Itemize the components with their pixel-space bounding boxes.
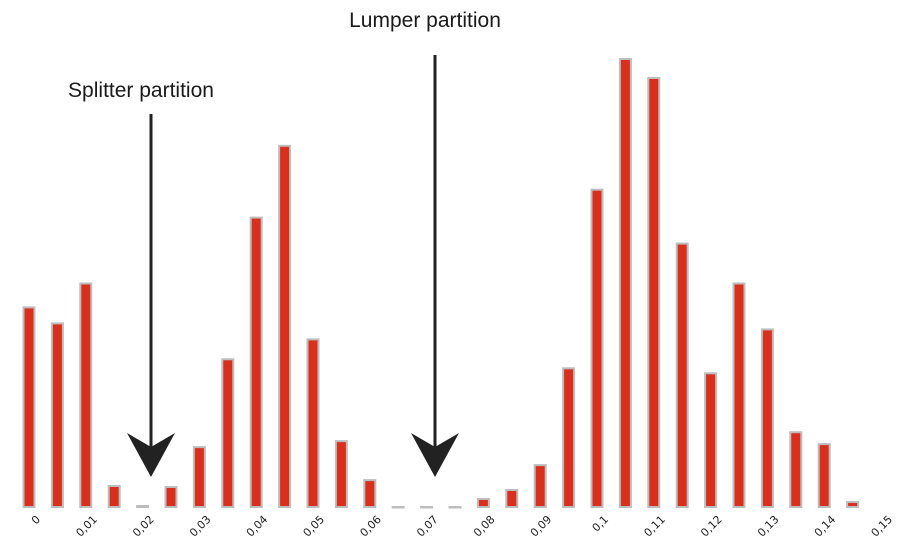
bar-23: [675, 242, 689, 508]
bar-6: [192, 446, 206, 509]
lumper-annotation: Lumper partition: [349, 9, 501, 477]
lumper-arrow-head: [411, 433, 459, 477]
bar-1: [50, 322, 64, 508]
x-tick-label-6: 0,06: [357, 513, 384, 540]
x-tick-label-2: 0,02: [130, 513, 157, 540]
x-tick-label-4: 0,04: [244, 513, 271, 540]
x-tick-label-12: 0,12: [698, 513, 725, 540]
bar-4: [136, 505, 150, 508]
bar-10: [306, 338, 320, 508]
bar-19: [562, 367, 576, 508]
x-tick-label-8: 0,08: [471, 513, 498, 540]
x-tick-label-9: 0,09: [528, 513, 555, 540]
x-tick-label-0: 0: [29, 513, 43, 527]
lumper-partition-label: Lumper partition: [349, 9, 501, 32]
bar-20: [590, 188, 604, 508]
x-tick-label-15: 0,15: [869, 513, 896, 540]
splitter-annotation: Splitter partition: [68, 79, 214, 477]
x-tick-label-3: 0,03: [187, 513, 214, 540]
bar-17: [505, 489, 519, 508]
x-tick-label-11: 0,11: [641, 513, 668, 540]
bar-8: [249, 216, 263, 508]
bar-3: [107, 485, 121, 508]
bar-28: [817, 443, 831, 509]
bars-group: [22, 58, 860, 509]
bar-14: [420, 506, 434, 509]
bar-2: [79, 282, 93, 508]
splitter-arrow-head: [127, 433, 175, 477]
bar-22: [647, 77, 661, 508]
bar-26: [760, 328, 774, 508]
x-tick-label-5: 0,05: [301, 513, 328, 540]
bar-11: [334, 440, 348, 509]
x-tick-label-14: 0,14: [812, 513, 839, 540]
bar-21: [618, 58, 632, 508]
bar-16: [476, 498, 490, 508]
bar-9: [278, 144, 292, 509]
bar-18: [533, 464, 547, 509]
x-tick-label-10: 0,1: [590, 513, 612, 535]
x-tick-label-7: 0,07: [414, 513, 441, 540]
bar-15: [448, 506, 462, 509]
bar-29: [846, 501, 860, 508]
bar-7: [221, 358, 235, 508]
x-tick-label-1: 0,01: [73, 513, 100, 540]
bar-5: [164, 486, 178, 508]
bar-13: [391, 506, 405, 509]
bar-25: [732, 282, 746, 508]
bar-0: [22, 306, 36, 508]
bar-12: [363, 479, 377, 509]
splitter-partition-label: Splitter partition: [68, 79, 214, 102]
x-tick-labels: 0 0,01 0,02 0,03 0,04 0,05 0,06 0,07 0,08 0,09 0,1…: [29, 513, 895, 540]
bar-24: [704, 372, 718, 508]
x-tick-label-13: 0,13: [755, 513, 782, 540]
bar-27: [789, 431, 803, 509]
